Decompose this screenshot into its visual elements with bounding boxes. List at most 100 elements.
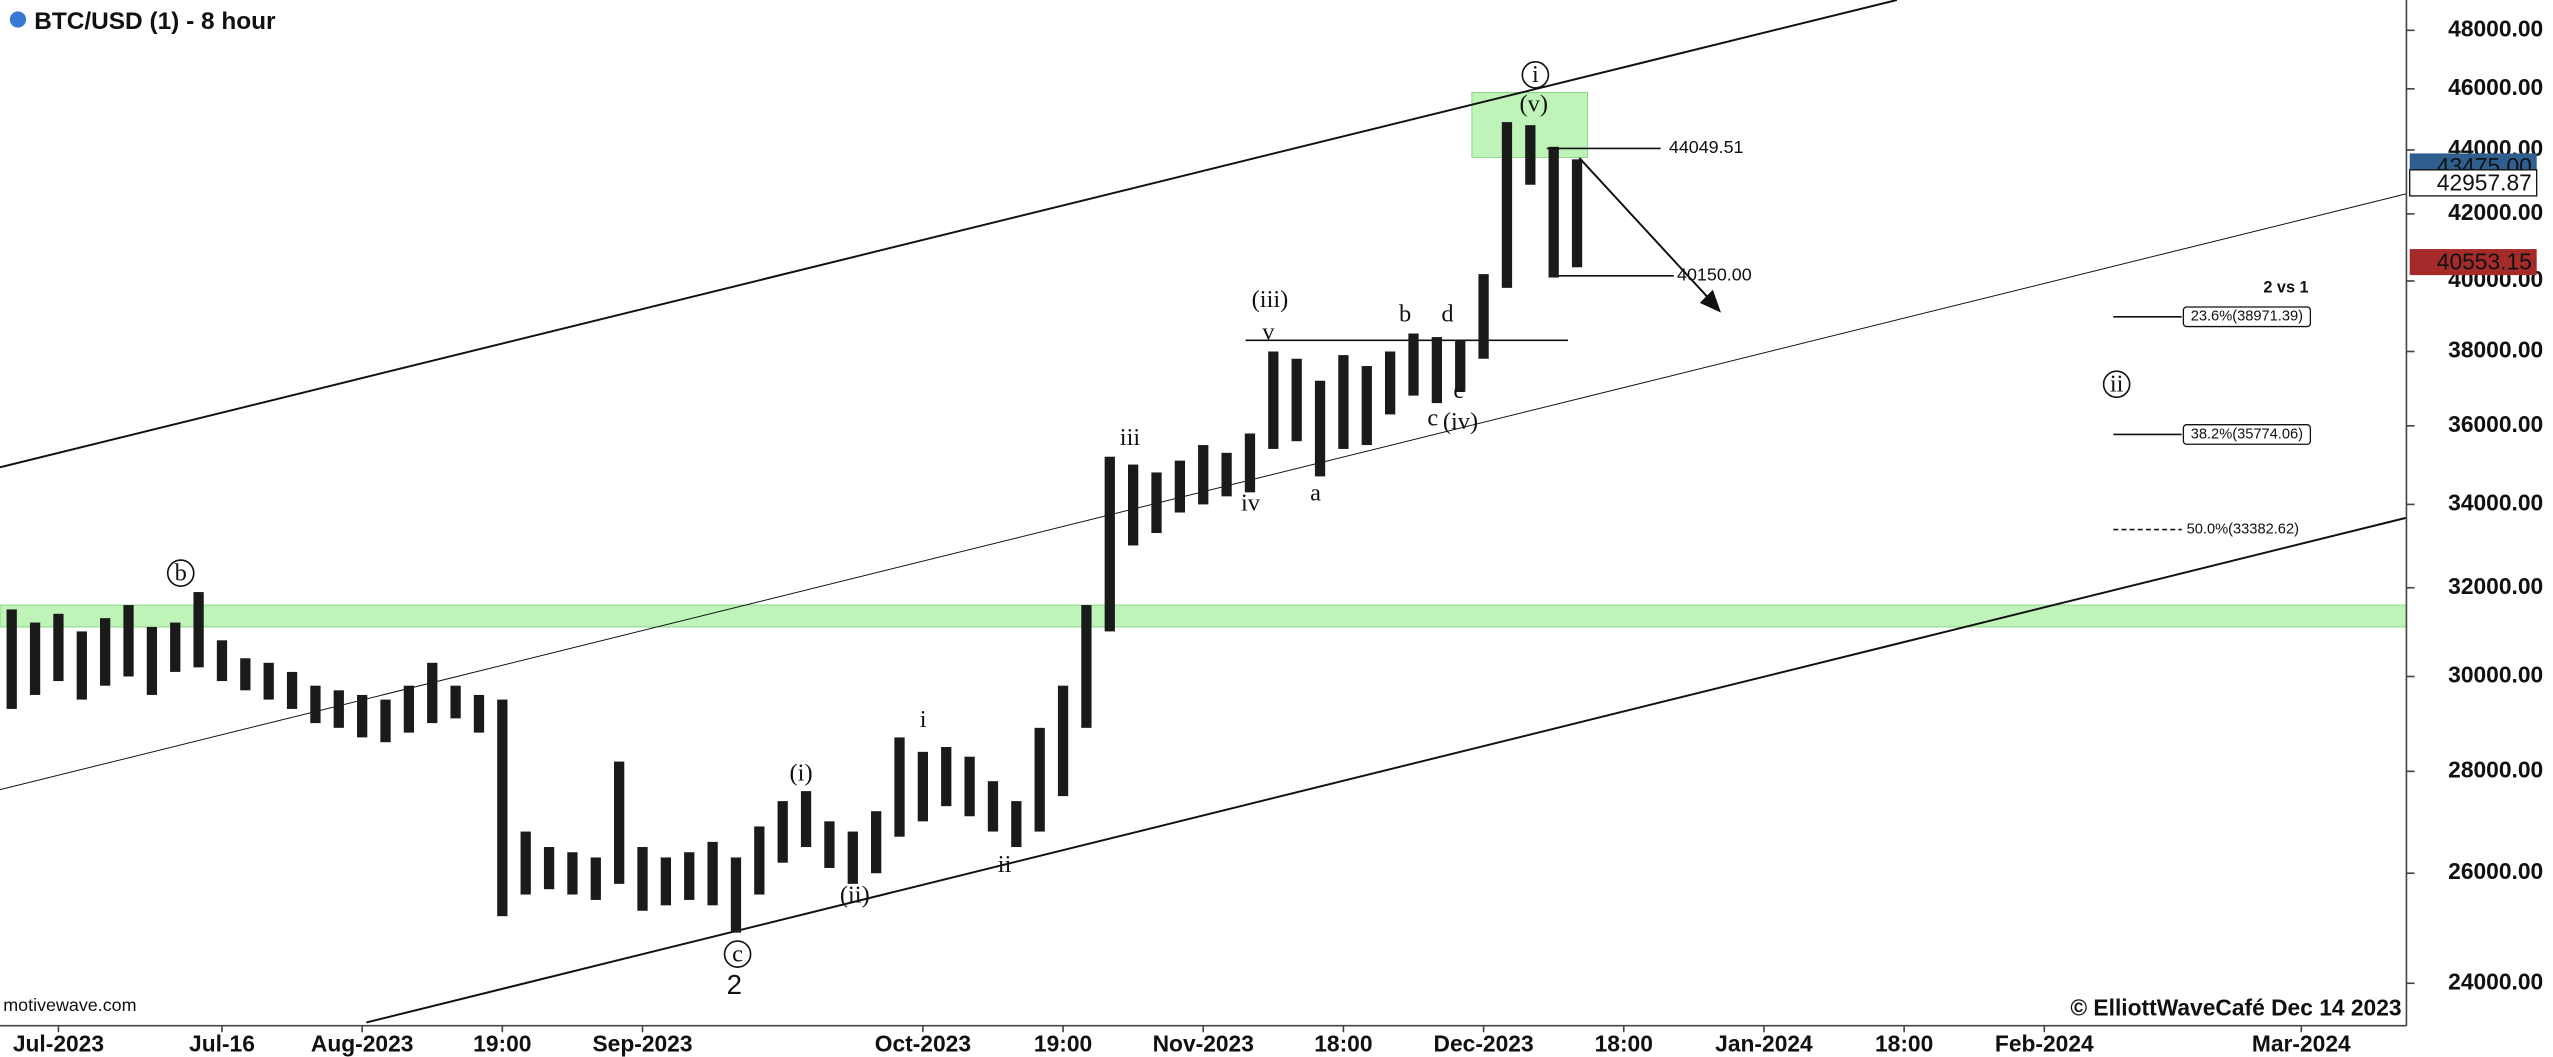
price-bar (754, 826, 765, 895)
wave-label: (ii) (840, 882, 870, 909)
channel-line (366, 516, 2407, 1024)
price-bar (240, 658, 251, 691)
x-tick-label: Oct-2023 (875, 1030, 971, 1056)
level-label: 44049.51 (1669, 137, 1744, 157)
price-bar (824, 821, 835, 868)
price-bar (894, 737, 905, 837)
price-bar (1431, 337, 1443, 404)
price-bar (1525, 125, 1536, 185)
price-tag-label: 40553.15 (2437, 249, 2532, 275)
level-label: 40150.00 (1677, 265, 1752, 285)
price-bar (1291, 358, 1302, 442)
x-tick-label: Jul-16 (189, 1030, 255, 1056)
price-bar (1455, 340, 1466, 392)
copyright: © ElliottWaveCafé Dec 14 2023 (2070, 994, 2401, 1020)
x-tick-label: 18:00 (1875, 1030, 1933, 1056)
price-bar (1034, 727, 1045, 832)
wave-label: i (920, 706, 927, 733)
price-bar (614, 761, 625, 884)
price-tag (2409, 249, 2537, 276)
price-bar (1478, 274, 1489, 359)
y-tick-label: 28000.00 (2448, 756, 2543, 782)
wave-circle (2102, 370, 2131, 399)
wave-label: c (1427, 405, 1438, 432)
price-bar (917, 751, 929, 822)
y-tick-label: 24000.00 (2448, 968, 2543, 994)
price-bar (1571, 159, 1583, 268)
y-tick-label: 34000.00 (2448, 489, 2543, 515)
fib-label: 50.0%(33382.62) (2187, 521, 2299, 537)
price-bar (871, 811, 882, 874)
title-dot (9, 11, 27, 28)
y-tick-label: 26000.00 (2448, 858, 2543, 884)
x-tick-label: Jan-2024 (1715, 1030, 1813, 1056)
price-bar (1268, 351, 1279, 449)
fib-box (2182, 424, 2312, 445)
price-bar (263, 662, 274, 700)
price-bar (637, 847, 648, 911)
price-bar (216, 640, 228, 682)
price-bar (310, 685, 321, 724)
wave-label: d (1441, 300, 1453, 327)
wave-circle (723, 940, 752, 968)
price-bar (1548, 146, 1559, 278)
price-bar (520, 831, 531, 895)
price-bar (660, 857, 672, 906)
wave-label: a (1310, 480, 1321, 507)
x-tick-label: 18:00 (1595, 1030, 1653, 1056)
price-bar (146, 626, 158, 695)
wave-label: c (732, 940, 743, 967)
wave-label: ii (2110, 370, 2124, 397)
fib-label: 23.6%(38971.39) (2191, 309, 2303, 325)
wave-label: v (1262, 318, 1275, 345)
price-bar (29, 622, 41, 695)
wave-circle (1521, 61, 1550, 89)
price-bar (1361, 366, 1372, 446)
y-tick-label: 48000.00 (2448, 15, 2543, 41)
price-bar (1408, 333, 1419, 396)
price-bar (333, 690, 344, 728)
price-bar (1081, 605, 1092, 728)
price-bar (1338, 355, 1349, 449)
price-bar (847, 831, 858, 884)
x-tick-label: Sep-2023 (592, 1030, 692, 1056)
price-bar (53, 613, 64, 682)
price-bar (1057, 685, 1069, 797)
wave-label: (iii) (1252, 286, 1289, 313)
price-bar (76, 631, 87, 700)
price-bar (964, 756, 975, 817)
fib-box (2182, 306, 2312, 328)
x-tick-label: Mar-2024 (2252, 1030, 2351, 1056)
x-tick-label: Feb-2024 (1995, 1030, 2094, 1056)
price-bar (403, 685, 415, 733)
arrow-head (1699, 289, 1721, 313)
price-bar (123, 605, 134, 677)
source: motivewave.com (3, 995, 136, 1015)
x-tick-label: Aug-2023 (311, 1030, 414, 1056)
price-bar (427, 662, 438, 724)
price-bar (1011, 801, 1022, 848)
wave-label: i (1532, 61, 1539, 88)
chart-title: BTC/USD (1) - 8 hour (34, 8, 276, 35)
projection-arrow (1578, 157, 1714, 304)
wave-label: b (1399, 300, 1411, 327)
price-bar (497, 699, 508, 917)
x-tick-label: 19:00 (1034, 1030, 1092, 1056)
x-tick-label: Dec-2023 (1434, 1030, 1534, 1056)
price-bar (730, 857, 742, 933)
price-bar (777, 801, 788, 863)
price-bar (1151, 472, 1162, 534)
y-tick-label: 46000.00 (2448, 74, 2543, 100)
price-bar (543, 847, 555, 890)
fib-label: 38.2%(35774.06) (2191, 426, 2303, 442)
price-bar (1198, 445, 1209, 505)
x-tick-label: 18:00 (1314, 1030, 1372, 1056)
wave-label: iv (1241, 489, 1261, 516)
price-bar (473, 694, 485, 733)
wave-label: ii (998, 851, 1012, 878)
price-bar (987, 781, 999, 832)
y-tick-label: 32000.00 (2448, 573, 2543, 599)
wave-label: (i) (790, 760, 813, 787)
